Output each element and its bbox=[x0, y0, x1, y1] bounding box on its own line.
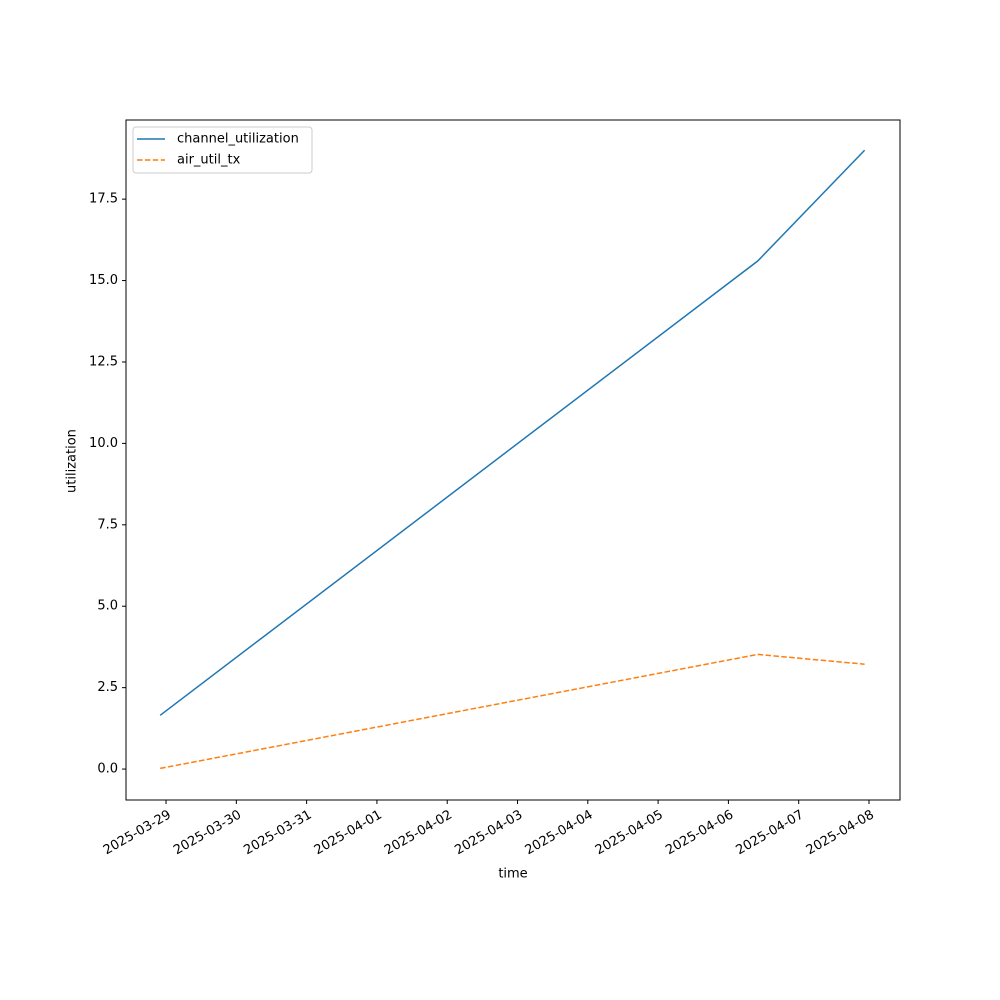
plot-frame bbox=[125, 119, 901, 801]
y-tick-label: 5.0 bbox=[97, 599, 118, 614]
y-tick-label: 0.0 bbox=[97, 762, 118, 777]
y-tick-label: 7.5 bbox=[97, 517, 118, 532]
line-series bbox=[160, 653, 865, 770]
legend: channel_utilization air_util_tx bbox=[132, 126, 313, 174]
y-tick-label: 2.5 bbox=[97, 680, 118, 695]
legend-label: air_util_tx bbox=[177, 153, 241, 168]
y-tick-label: 12.5 bbox=[89, 354, 118, 369]
y-axis-label: utilization bbox=[65, 429, 80, 493]
x-axis-label: time bbox=[498, 867, 527, 882]
y-tick-label: 17.5 bbox=[89, 192, 118, 207]
line-series bbox=[159, 149, 866, 716]
legend-label: channel_utilization bbox=[177, 132, 299, 147]
legend-frame bbox=[132, 126, 313, 174]
y-tick-label: 15.0 bbox=[89, 273, 118, 288]
y-tick-label: 10.0 bbox=[89, 436, 118, 451]
